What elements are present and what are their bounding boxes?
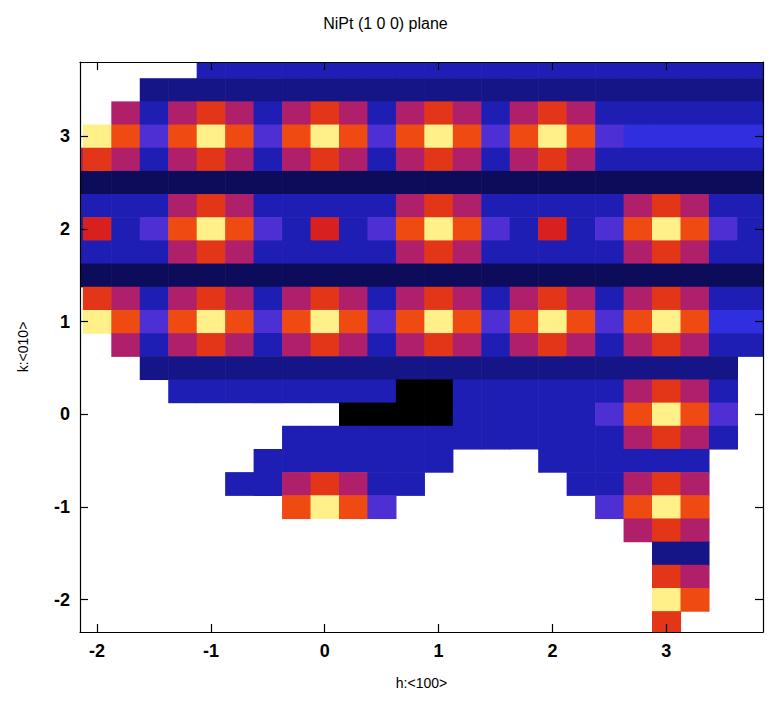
svg-text:2: 2: [547, 641, 557, 661]
svg-text:1: 1: [434, 641, 444, 661]
svg-text:2: 2: [60, 219, 70, 239]
svg-text:NiPt (1 0 0) plane: NiPt (1 0 0) plane: [323, 15, 448, 32]
svg-text:3: 3: [60, 126, 70, 146]
svg-text:-1: -1: [54, 497, 70, 517]
svg-text:-1: -1: [203, 641, 219, 661]
svg-text:-2: -2: [89, 641, 105, 661]
svg-text:3: 3: [661, 641, 671, 661]
svg-text:h:<100>: h:<100>: [396, 675, 447, 691]
svg-text:0: 0: [320, 641, 330, 661]
svg-text:-2: -2: [54, 590, 70, 610]
svg-text:k:<010>: k:<010>: [15, 322, 31, 373]
svg-text:1: 1: [60, 312, 70, 332]
svg-text:0: 0: [60, 404, 70, 424]
